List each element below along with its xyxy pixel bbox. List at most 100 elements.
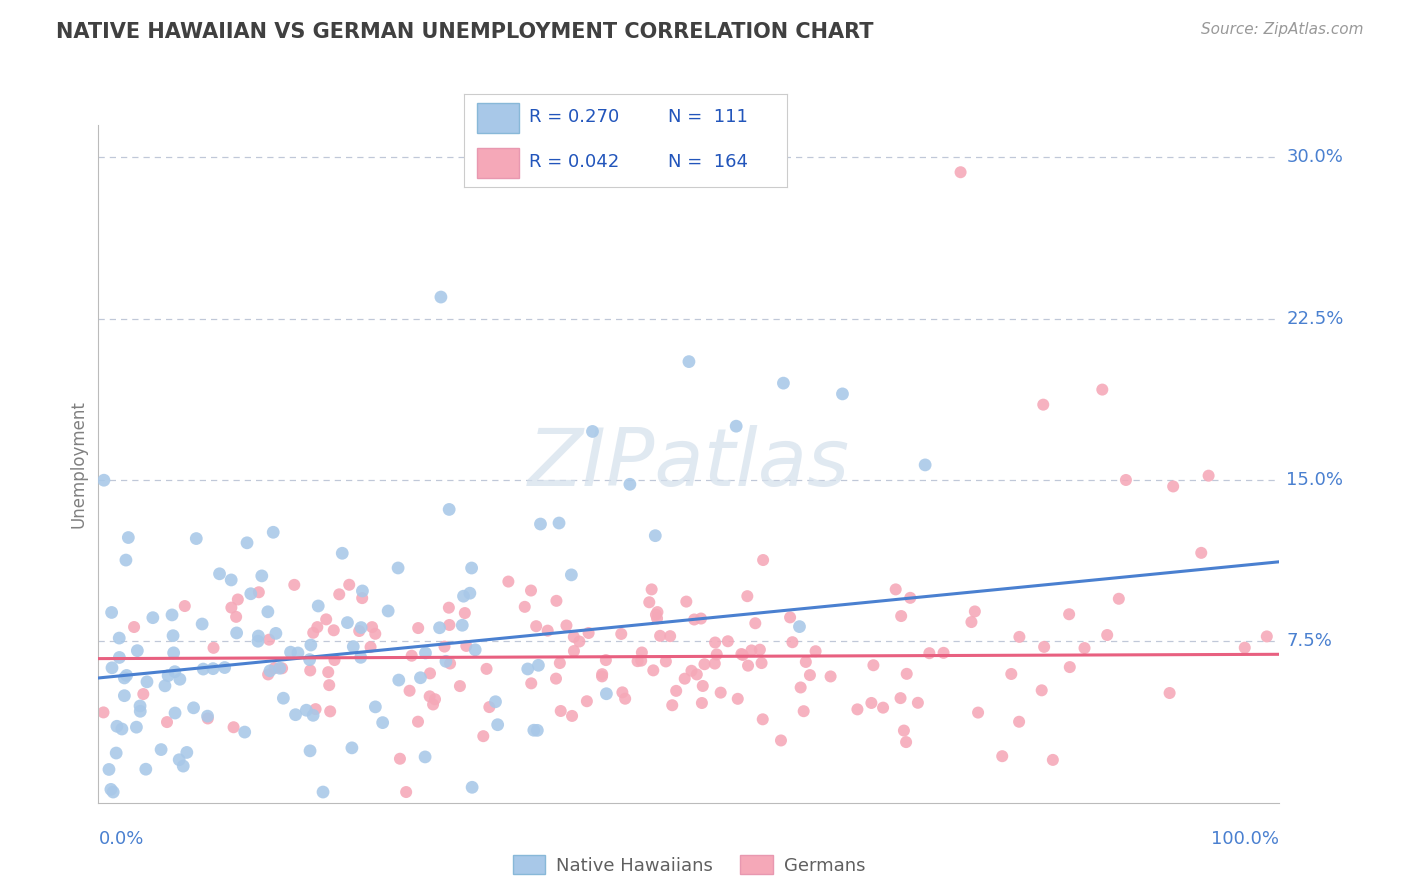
Point: [191, 617, 214, 632]
Point: [526, 723, 548, 738]
Point: [1042, 753, 1064, 767]
Point: [1108, 591, 1130, 606]
Point: [872, 700, 894, 714]
Point: [706, 648, 728, 662]
Point: [889, 691, 911, 706]
Point: [208, 566, 231, 581]
Point: [280, 645, 302, 659]
Point: [422, 698, 444, 712]
Point: [751, 656, 773, 670]
Point: [434, 654, 457, 668]
Point: [323, 653, 346, 667]
Point: [142, 610, 165, 624]
Point: [221, 600, 243, 615]
Point: [643, 664, 665, 678]
Point: [562, 630, 585, 644]
Point: [257, 667, 280, 681]
Point: [678, 354, 700, 368]
Point: [451, 618, 474, 632]
Point: [413, 750, 436, 764]
Point: [693, 657, 716, 672]
Point: [225, 610, 247, 624]
Point: [439, 657, 461, 671]
Point: [342, 640, 364, 654]
Point: [122, 620, 145, 634]
Point: [350, 621, 373, 635]
Point: [675, 594, 697, 608]
Text: 100.0%: 100.0%: [1212, 830, 1279, 847]
Point: [250, 569, 273, 583]
Point: [673, 672, 696, 686]
Point: [117, 531, 139, 545]
Point: [884, 582, 907, 597]
Point: [918, 646, 941, 660]
Text: N =  164: N = 164: [668, 153, 748, 171]
Point: [486, 717, 509, 731]
Point: [967, 706, 990, 720]
Point: [101, 661, 124, 675]
Point: [108, 650, 131, 665]
Point: [681, 664, 703, 678]
Point: [136, 674, 159, 689]
Point: [655, 655, 678, 669]
Point: [246, 634, 269, 648]
Point: [93, 473, 115, 487]
Point: [233, 725, 256, 739]
Point: [439, 618, 461, 632]
Point: [752, 553, 775, 567]
Point: [461, 780, 484, 795]
Point: [472, 729, 495, 743]
Point: [575, 694, 598, 708]
Point: [748, 642, 770, 657]
Point: [460, 561, 482, 575]
Point: [1233, 640, 1256, 655]
Point: [433, 640, 456, 654]
Point: [661, 698, 683, 713]
Point: [330, 546, 353, 560]
Point: [283, 578, 305, 592]
Point: [546, 594, 568, 608]
Point: [548, 656, 571, 670]
Point: [336, 615, 359, 630]
Point: [247, 585, 270, 599]
Point: [340, 740, 363, 755]
Point: [298, 652, 321, 666]
Point: [312, 785, 335, 799]
Point: [949, 165, 972, 179]
Point: [690, 611, 713, 625]
Text: Source: ZipAtlas.com: Source: ZipAtlas.com: [1201, 22, 1364, 37]
Point: [894, 735, 917, 749]
Point: [595, 653, 617, 667]
Point: [799, 668, 821, 682]
Point: [562, 644, 585, 658]
Point: [537, 624, 560, 638]
Point: [395, 785, 418, 799]
Point: [135, 762, 157, 776]
Point: [273, 691, 295, 706]
Point: [686, 667, 709, 681]
Point: [347, 624, 370, 638]
Point: [638, 595, 661, 609]
Point: [98, 763, 121, 777]
Point: [429, 621, 451, 635]
Point: [772, 376, 794, 391]
Point: [183, 701, 205, 715]
Point: [247, 629, 270, 643]
Point: [860, 696, 883, 710]
Point: [163, 646, 186, 660]
Point: [478, 700, 501, 714]
Point: [484, 695, 506, 709]
Point: [409, 671, 432, 685]
Point: [1008, 630, 1031, 644]
Point: [963, 604, 986, 618]
Point: [610, 627, 633, 641]
Point: [299, 664, 322, 678]
Point: [115, 553, 138, 567]
Point: [1008, 714, 1031, 729]
Point: [1091, 383, 1114, 397]
Legend: Native Hawaiians, Germans: Native Hawaiians, Germans: [506, 848, 872, 882]
Point: [516, 662, 538, 676]
Point: [176, 746, 198, 760]
Point: [295, 703, 318, 717]
Point: [299, 744, 322, 758]
